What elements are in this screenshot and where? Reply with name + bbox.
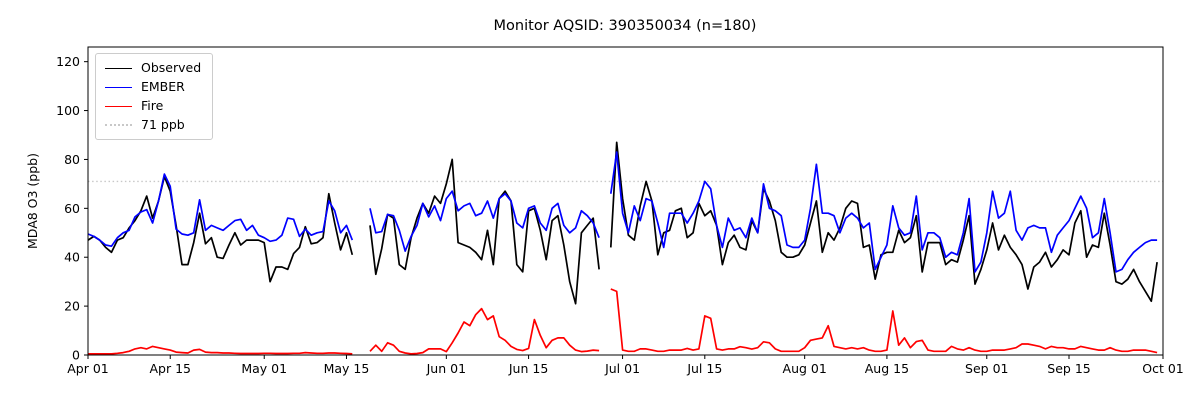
chart-title: Monitor AQSID: 390350034 (n=180) [494, 18, 757, 34]
legend-label-observed: Observed [141, 60, 202, 75]
series-line-fire [88, 345, 353, 355]
series-line-observed [369, 158, 600, 305]
legend-item-fire: Fire [105, 99, 201, 113]
x-tick-label: Jul 01 [604, 361, 640, 376]
series-line-ember [87, 173, 354, 248]
x-tick-label: Apr 15 [149, 361, 191, 376]
legend-label-ember: EMBER [141, 79, 185, 94]
y-tick-label: 60 [64, 201, 80, 216]
legend: Observed EMBER Fire 71 ppb [95, 53, 214, 140]
axis-ticks: Apr 01 Apr 15 May 01 May 15 Jun 01 Jun 15 Jul … [56, 46, 1184, 376]
series-line-fire [610, 288, 1158, 354]
x-tick-label: May 15 [324, 361, 370, 376]
x-tick-label: Jun 01 [426, 361, 466, 376]
x-tick-label: Sep 01 [965, 361, 1008, 376]
x-tick-label: May 01 [241, 361, 287, 376]
axes-box [87, 46, 1164, 356]
y-tick-label: 100 [56, 103, 80, 118]
y-tick-label: 20 [64, 299, 80, 314]
series-line-fire [369, 307, 600, 355]
legend-item-ember: EMBER [105, 80, 201, 94]
observed-line-swatch [105, 67, 132, 69]
x-tick-label: Sep 15 [1047, 361, 1090, 376]
ember-line-swatch [105, 86, 132, 88]
x-tick-label: Apr 01 [67, 361, 109, 376]
y-tick-label: 120 [56, 54, 80, 69]
series-line-observed [609, 141, 1158, 303]
x-tick-label: Aug 01 [783, 361, 827, 376]
y-axis-label: MDA8 O3 (ppb) [25, 153, 40, 249]
threshold-line-swatch [105, 124, 132, 126]
y-tick-label: 0 [72, 348, 80, 363]
fire-line-swatch [105, 105, 132, 107]
series-line-ember [369, 190, 600, 252]
legend-item-threshold: 71 ppb [105, 118, 201, 132]
legend-label-threshold: 71 ppb [141, 117, 185, 132]
legend-label-fire: Fire [141, 98, 164, 113]
x-tick-label: Jul 15 [686, 361, 722, 376]
series-line-ember [609, 151, 1158, 273]
x-tick-label: Oct 01 [1142, 361, 1184, 376]
data-lines [87, 141, 1158, 355]
y-tick-label: 80 [64, 152, 80, 167]
x-tick-label: Jun 15 [508, 361, 548, 376]
y-tick-label: 40 [64, 250, 80, 265]
x-tick-label: Aug 15 [865, 361, 909, 376]
legend-item-observed: Observed [105, 61, 201, 75]
